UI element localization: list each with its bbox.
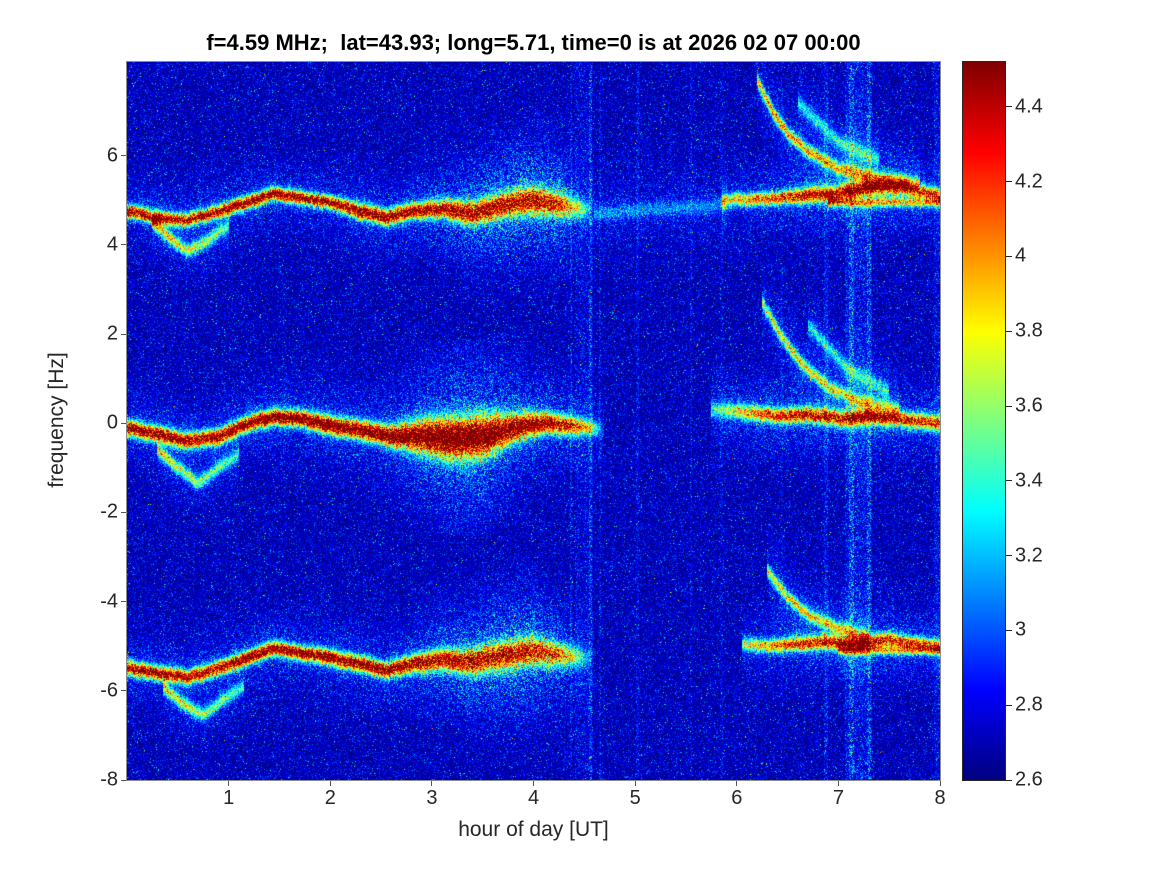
y-tick-label: 2: [106, 322, 118, 345]
y-tick-mark: [121, 244, 126, 246]
x-tick-label: 6: [731, 787, 743, 809]
colorbar-tick-label: 4: [1015, 244, 1027, 267]
colorbar-tick-mark: [1006, 405, 1012, 407]
x-tick-mark: [736, 781, 738, 786]
colorbar-tick-label: 2.8: [1015, 693, 1043, 716]
x-tick-mark: [634, 781, 636, 786]
y-tick-label: 6: [106, 144, 118, 167]
x-tick-mark: [329, 781, 331, 786]
y-tick-label: 0: [106, 411, 118, 434]
x-tick-mark: [228, 781, 230, 786]
y-axis-label: frequency [Hz]: [45, 352, 68, 488]
y-tick-mark: [121, 422, 126, 424]
colorbar-tick-label: 4.2: [1015, 170, 1043, 193]
y-tick-label: -6: [100, 679, 118, 702]
y-tick-mark: [121, 155, 126, 157]
colorbar-tick-mark: [1006, 555, 1012, 557]
x-tick-mark: [837, 781, 839, 786]
colorbar-tick-mark: [1006, 480, 1012, 482]
x-tick-mark: [431, 781, 433, 786]
y-tick-label: -4: [100, 590, 118, 613]
x-tick-label: 1: [223, 787, 235, 809]
y-tick-mark: [121, 690, 126, 692]
colorbar-tick-label: 2.6: [1015, 768, 1043, 791]
colorbar-tick-label: 3.6: [1015, 394, 1043, 417]
y-tick-mark: [121, 601, 126, 603]
y-tick-mark: [121, 333, 126, 335]
x-tick-mark: [533, 781, 534, 786]
colorbar-tick-mark: [1006, 704, 1012, 706]
y-tick-label: -8: [100, 768, 118, 791]
colorbar-tick-mark: [1006, 255, 1012, 257]
x-tick-label: 2: [324, 787, 336, 809]
colorbar-tick-label: 3.8: [1015, 319, 1043, 342]
colorbar-tick-label: 3: [1015, 618, 1027, 641]
x-tick-mark: [939, 781, 941, 786]
x-axis-label: hour of day [UT]: [458, 818, 609, 841]
colorbar-tick-label: 4.4: [1015, 95, 1043, 118]
colorbar-tick-mark: [1006, 106, 1012, 108]
y-tick-mark: [121, 511, 126, 513]
x-tick-label: 5: [629, 787, 641, 809]
y-tick-label: 4: [106, 233, 118, 256]
colorbar: [962, 61, 1006, 781]
x-tick-label: 8: [934, 787, 946, 809]
colorbar-tick-label: 3.4: [1015, 469, 1043, 492]
spectrogram-heatmap: [126, 61, 941, 781]
y-tick-label: -2: [100, 500, 118, 523]
y-tick-mark: [121, 779, 126, 781]
colorbar-tick-mark: [1006, 629, 1012, 631]
colorbar-tick-mark: [1006, 330, 1012, 332]
chart-title: f=4.59 MHz; lat=43.93; long=5.71, time=0…: [206, 30, 861, 55]
colorbar-tick-mark: [1006, 181, 1012, 183]
colorbar-tick-mark: [1006, 779, 1012, 781]
colorbar-tick-label: 3.2: [1015, 544, 1043, 567]
x-tick-label: 7: [832, 787, 844, 809]
x-tick-label: 4: [527, 787, 540, 809]
x-tick-label: 3: [426, 787, 438, 809]
